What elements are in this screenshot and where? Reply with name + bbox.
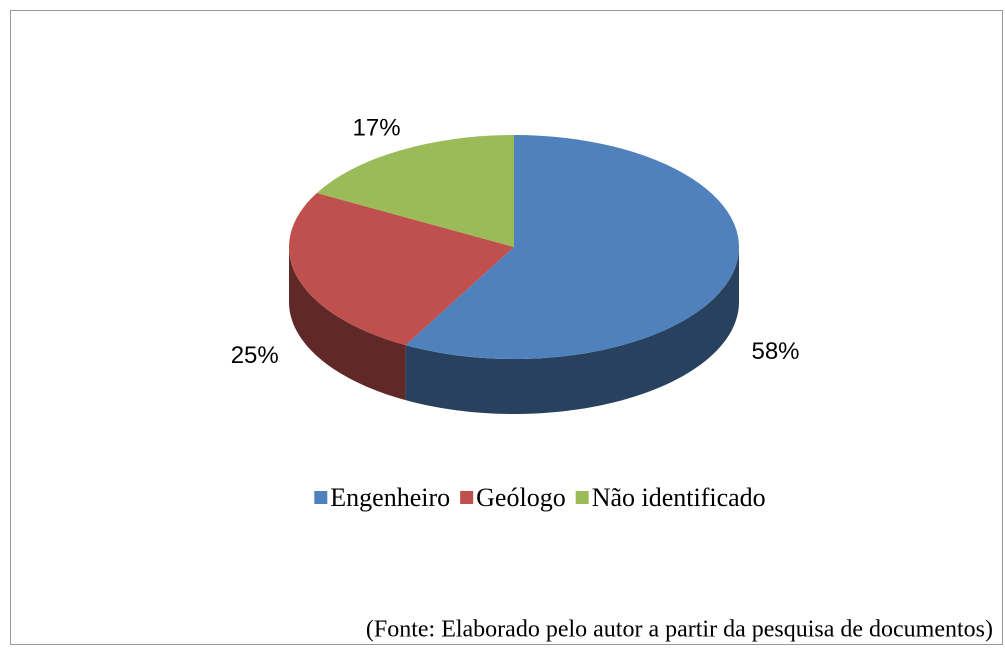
legend-swatch bbox=[460, 491, 474, 504]
slice-side bbox=[405, 247, 739, 414]
legend-swatch bbox=[575, 491, 589, 504]
slice bbox=[288, 193, 514, 346]
data-label: 17% bbox=[353, 114, 401, 141]
slice bbox=[316, 135, 514, 247]
slice bbox=[405, 135, 739, 360]
legend-label: Não identificado bbox=[592, 483, 766, 512]
data-label: 58% bbox=[751, 338, 799, 365]
slice-side bbox=[289, 247, 406, 401]
legend-swatch bbox=[314, 491, 328, 504]
legend-label: Engenheiro bbox=[330, 483, 450, 512]
source-note: (Fonte: Elaborado pelo autor a partir da… bbox=[366, 617, 993, 643]
data-label: 25% bbox=[231, 342, 279, 369]
legend-label: Geólogo bbox=[476, 483, 566, 512]
